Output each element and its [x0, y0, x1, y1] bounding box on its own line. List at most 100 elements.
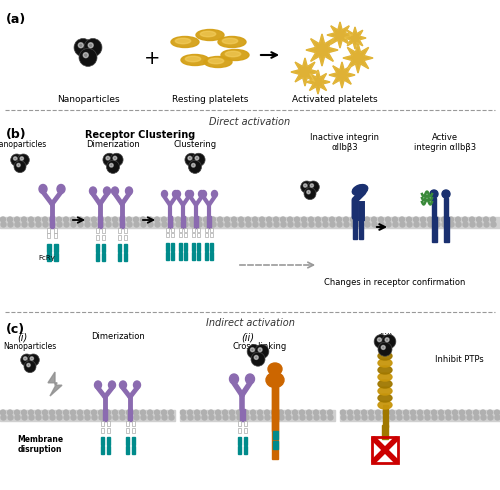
Circle shape	[379, 222, 384, 227]
Circle shape	[181, 415, 186, 420]
Circle shape	[106, 410, 110, 415]
Circle shape	[110, 164, 113, 167]
Bar	[126, 421, 128, 426]
Ellipse shape	[186, 191, 192, 197]
Circle shape	[309, 222, 314, 227]
Circle shape	[29, 222, 34, 227]
Circle shape	[64, 222, 69, 227]
Circle shape	[293, 415, 298, 420]
Circle shape	[169, 415, 174, 420]
Circle shape	[113, 222, 118, 227]
Text: Activated platelets: Activated platelets	[292, 95, 378, 104]
Circle shape	[314, 410, 318, 415]
Circle shape	[154, 410, 160, 415]
Ellipse shape	[430, 190, 438, 198]
Ellipse shape	[134, 381, 140, 389]
Polygon shape	[291, 58, 319, 86]
Bar	[272, 441, 278, 449]
Circle shape	[134, 410, 138, 415]
Circle shape	[300, 415, 305, 420]
Text: Membrane
disruption: Membrane disruption	[17, 435, 63, 454]
Bar	[96, 253, 99, 261]
Circle shape	[79, 49, 97, 67]
Circle shape	[141, 222, 146, 227]
Circle shape	[272, 415, 277, 420]
Circle shape	[155, 222, 160, 227]
Circle shape	[195, 156, 199, 160]
Circle shape	[188, 415, 193, 420]
Ellipse shape	[90, 187, 96, 195]
Bar	[172, 252, 174, 260]
Circle shape	[351, 222, 356, 227]
Ellipse shape	[108, 381, 116, 389]
Circle shape	[491, 222, 496, 227]
Circle shape	[244, 415, 249, 420]
Bar	[96, 244, 99, 252]
Circle shape	[126, 217, 132, 222]
Circle shape	[28, 217, 34, 222]
Bar	[132, 437, 135, 445]
Circle shape	[204, 217, 208, 222]
Circle shape	[456, 222, 461, 227]
Bar	[172, 233, 174, 237]
Ellipse shape	[172, 191, 178, 197]
Circle shape	[466, 410, 471, 415]
Circle shape	[484, 222, 489, 227]
Circle shape	[30, 357, 34, 360]
Circle shape	[192, 164, 195, 167]
Bar	[47, 228, 50, 233]
Circle shape	[463, 222, 468, 227]
Circle shape	[321, 415, 326, 420]
Circle shape	[460, 410, 464, 415]
Polygon shape	[306, 34, 338, 66]
Text: +: +	[144, 49, 160, 68]
Circle shape	[407, 222, 412, 227]
Circle shape	[251, 415, 256, 420]
Circle shape	[421, 222, 426, 227]
Bar	[0, 217, 500, 227]
Bar	[166, 233, 169, 237]
Circle shape	[22, 415, 27, 420]
Circle shape	[74, 39, 92, 56]
Circle shape	[286, 415, 291, 420]
Circle shape	[470, 222, 475, 227]
Circle shape	[140, 410, 145, 415]
Bar	[272, 431, 278, 439]
Circle shape	[288, 222, 293, 227]
Circle shape	[460, 415, 465, 420]
Circle shape	[306, 410, 312, 415]
Circle shape	[258, 410, 262, 415]
Circle shape	[8, 222, 13, 227]
Text: Dimerization: Dimerization	[91, 332, 145, 341]
Bar	[180, 233, 182, 237]
Circle shape	[216, 410, 220, 415]
Circle shape	[27, 364, 30, 367]
Bar	[50, 216, 54, 228]
Circle shape	[481, 415, 486, 420]
Polygon shape	[306, 70, 330, 94]
Circle shape	[294, 217, 300, 222]
Ellipse shape	[181, 54, 209, 66]
Bar	[444, 217, 448, 242]
Bar	[206, 252, 208, 260]
Ellipse shape	[352, 185, 368, 196]
Bar	[184, 228, 187, 232]
Bar	[184, 243, 188, 251]
Bar	[192, 233, 195, 237]
Circle shape	[390, 415, 395, 420]
Circle shape	[113, 415, 118, 420]
Circle shape	[266, 217, 272, 222]
Circle shape	[336, 217, 342, 222]
Circle shape	[22, 410, 26, 415]
Circle shape	[428, 222, 433, 227]
Circle shape	[344, 217, 348, 222]
Ellipse shape	[200, 31, 216, 37]
Bar	[106, 437, 110, 445]
Circle shape	[36, 415, 41, 420]
Circle shape	[106, 156, 110, 160]
Ellipse shape	[176, 38, 190, 44]
Circle shape	[280, 217, 285, 222]
Bar	[118, 235, 120, 240]
Circle shape	[348, 410, 352, 415]
Circle shape	[477, 222, 482, 227]
